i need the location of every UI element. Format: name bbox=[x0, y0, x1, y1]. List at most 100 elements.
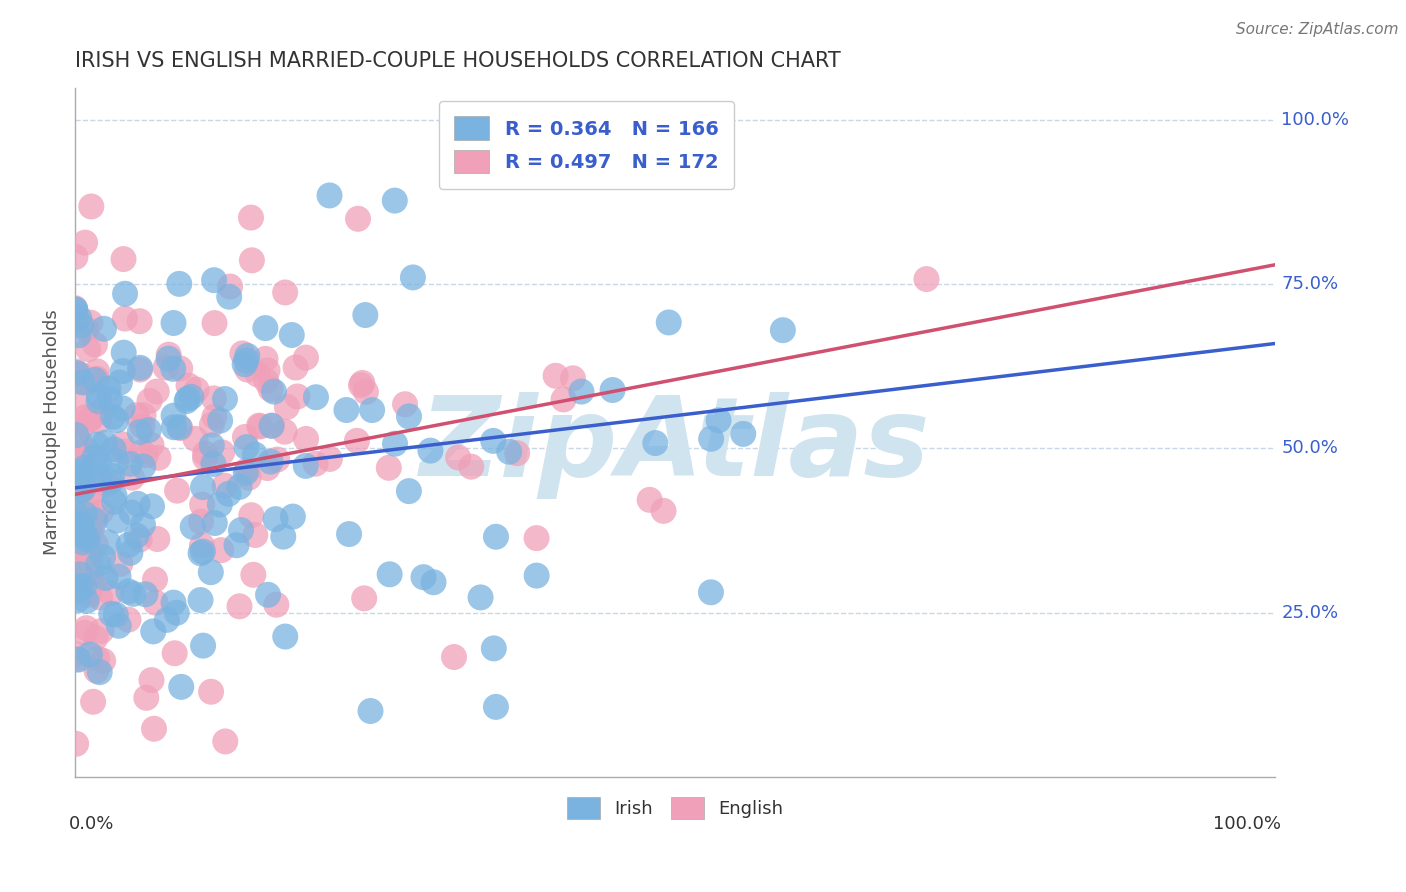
Point bbox=[247, 418, 270, 433]
Point bbox=[240, 253, 263, 268]
Point bbox=[67, 434, 90, 448]
Point bbox=[209, 414, 232, 428]
Point bbox=[482, 641, 505, 656]
Point bbox=[257, 588, 280, 602]
Text: 50.0%: 50.0% bbox=[1281, 440, 1339, 458]
Point bbox=[243, 448, 266, 462]
Point bbox=[70, 451, 93, 466]
Point bbox=[63, 301, 86, 315]
Point bbox=[76, 533, 98, 547]
Point bbox=[79, 648, 101, 662]
Point bbox=[276, 400, 298, 414]
Point bbox=[63, 517, 86, 532]
Point bbox=[70, 518, 93, 533]
Point bbox=[69, 507, 91, 521]
Text: Source: ZipAtlas.com: Source: ZipAtlas.com bbox=[1236, 22, 1399, 37]
Point bbox=[346, 434, 368, 448]
Point bbox=[170, 680, 193, 694]
Point bbox=[162, 362, 184, 376]
Point bbox=[131, 445, 153, 459]
Point bbox=[63, 364, 86, 378]
Point bbox=[69, 567, 91, 582]
Point bbox=[700, 585, 723, 599]
Point bbox=[141, 438, 163, 452]
Point bbox=[77, 524, 100, 538]
Point bbox=[142, 624, 165, 639]
Point bbox=[105, 454, 128, 468]
Point bbox=[114, 444, 136, 458]
Point bbox=[915, 272, 938, 286]
Point bbox=[228, 599, 250, 614]
Point bbox=[82, 568, 104, 582]
Point bbox=[82, 695, 104, 709]
Point bbox=[90, 505, 112, 519]
Point bbox=[294, 458, 316, 473]
Point bbox=[82, 487, 104, 501]
Point bbox=[91, 549, 114, 564]
Point bbox=[201, 438, 224, 452]
Point bbox=[169, 420, 191, 434]
Point bbox=[256, 461, 278, 475]
Point bbox=[111, 401, 134, 416]
Point bbox=[470, 591, 492, 605]
Point bbox=[128, 314, 150, 328]
Point bbox=[69, 446, 91, 460]
Point bbox=[112, 345, 135, 359]
Point bbox=[644, 436, 666, 450]
Point bbox=[184, 432, 207, 446]
Point bbox=[233, 430, 256, 444]
Point bbox=[75, 621, 97, 635]
Point bbox=[77, 489, 100, 503]
Point bbox=[443, 650, 465, 665]
Point bbox=[263, 384, 285, 399]
Point bbox=[86, 372, 108, 386]
Point bbox=[65, 479, 87, 493]
Point bbox=[66, 394, 89, 409]
Text: ZipAtlas: ZipAtlas bbox=[420, 392, 931, 500]
Point bbox=[128, 425, 150, 439]
Point bbox=[90, 474, 112, 488]
Point bbox=[75, 322, 97, 336]
Point bbox=[107, 619, 129, 633]
Point bbox=[553, 392, 575, 407]
Point bbox=[148, 450, 170, 465]
Point bbox=[202, 457, 225, 471]
Point bbox=[181, 520, 204, 534]
Point bbox=[256, 363, 278, 377]
Point bbox=[83, 575, 105, 590]
Point bbox=[202, 392, 225, 406]
Point bbox=[67, 328, 90, 343]
Point bbox=[526, 531, 548, 545]
Point bbox=[138, 423, 160, 437]
Point bbox=[63, 457, 86, 471]
Point bbox=[254, 321, 277, 335]
Point bbox=[146, 532, 169, 546]
Point bbox=[69, 570, 91, 584]
Point bbox=[238, 471, 260, 485]
Point bbox=[63, 469, 86, 483]
Point bbox=[96, 477, 118, 491]
Point bbox=[228, 480, 250, 494]
Text: 75.0%: 75.0% bbox=[1281, 276, 1339, 293]
Point bbox=[65, 737, 87, 751]
Text: 100.0%: 100.0% bbox=[1213, 814, 1281, 832]
Point bbox=[335, 403, 357, 417]
Text: 25.0%: 25.0% bbox=[1281, 604, 1339, 622]
Point bbox=[180, 390, 202, 404]
Point bbox=[169, 421, 191, 435]
Point bbox=[155, 360, 177, 375]
Point bbox=[202, 273, 225, 287]
Point bbox=[214, 734, 236, 748]
Point bbox=[204, 316, 226, 330]
Point bbox=[544, 368, 567, 383]
Point bbox=[98, 392, 121, 407]
Point bbox=[219, 279, 242, 293]
Point bbox=[271, 530, 294, 544]
Point bbox=[246, 368, 269, 382]
Point bbox=[384, 194, 406, 208]
Point bbox=[191, 544, 214, 558]
Point bbox=[80, 552, 103, 566]
Point bbox=[236, 362, 259, 376]
Point bbox=[67, 310, 90, 325]
Point bbox=[70, 462, 93, 476]
